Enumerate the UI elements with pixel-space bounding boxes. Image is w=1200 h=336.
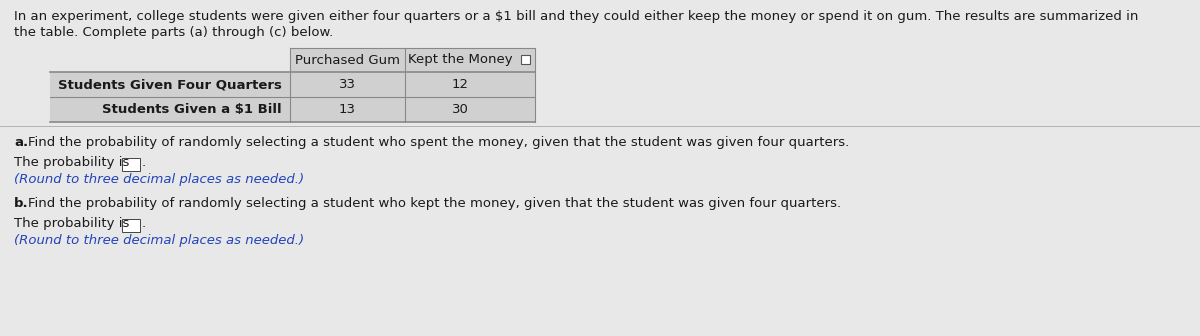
Bar xyxy=(290,48,535,72)
Text: Purchased Gum: Purchased Gum xyxy=(295,53,400,67)
Text: Kept the Money: Kept the Money xyxy=(408,53,512,67)
Bar xyxy=(122,158,140,171)
Text: 12: 12 xyxy=(451,78,468,91)
Text: a.: a. xyxy=(14,136,28,149)
Text: (Round to three decimal places as needed.): (Round to three decimal places as needed… xyxy=(14,173,304,186)
Text: .: . xyxy=(142,156,146,169)
Text: the table. Complete parts (a) through (c) below.: the table. Complete parts (a) through (c… xyxy=(14,26,334,39)
Text: (Round to three decimal places as needed.): (Round to three decimal places as needed… xyxy=(14,234,304,247)
Text: The probability is: The probability is xyxy=(14,217,130,230)
Text: Find the probability of randomly selecting a student who spent the money, given : Find the probability of randomly selecti… xyxy=(28,136,850,149)
Text: 33: 33 xyxy=(340,78,356,91)
Bar xyxy=(50,97,535,122)
Text: Find the probability of randomly selecting a student who kept the money, given t: Find the probability of randomly selecti… xyxy=(28,197,841,210)
Text: 13: 13 xyxy=(340,103,356,116)
Bar xyxy=(50,72,535,97)
Text: b.: b. xyxy=(14,197,29,210)
Text: The probability is: The probability is xyxy=(14,156,130,169)
Text: .: . xyxy=(142,217,146,230)
Text: Students Given Four Quarters: Students Given Four Quarters xyxy=(58,78,282,91)
Bar xyxy=(122,219,140,232)
Text: Students Given a $1 Bill: Students Given a $1 Bill xyxy=(102,103,282,116)
Bar xyxy=(521,55,530,64)
Text: In an experiment, college students were given either four quarters or a $1 bill : In an experiment, college students were … xyxy=(14,10,1139,23)
Text: 30: 30 xyxy=(451,103,468,116)
